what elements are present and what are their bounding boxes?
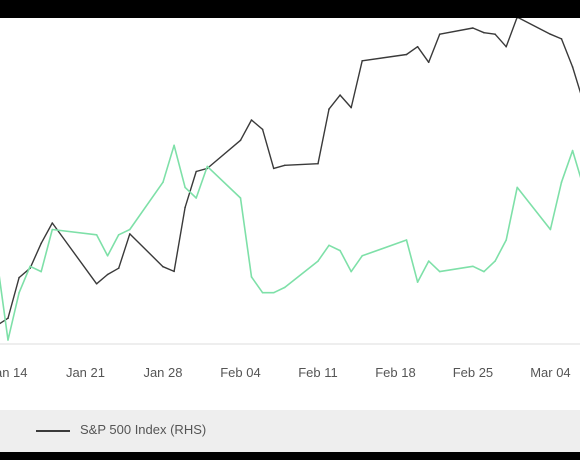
data-point-green [40, 270, 42, 273]
chart-area: Jan 14 Jan 21 Jan 28 Feb 04 Feb 11 Feb 18 Feb … [0, 16, 580, 390]
data-point-sp500 [416, 45, 419, 48]
data-point-green [284, 286, 286, 289]
data-point-green [339, 249, 341, 252]
data-point-sp500 [339, 94, 341, 96]
data-point-green [173, 144, 175, 147]
legend-swatch-sp500 [36, 430, 70, 432]
data-point-green [505, 239, 508, 241]
data-point-sp500 [95, 283, 98, 285]
data-point-sp500 [405, 53, 408, 56]
data-point-sp500 [560, 38, 563, 40]
legend: S&P 500 Index (RHS) [0, 410, 580, 452]
x-tick-label: Feb 25 [453, 365, 493, 380]
data-point-sp500 [438, 33, 441, 35]
data-point-sp500 [239, 139, 242, 142]
data-point-green [7, 339, 9, 341]
data-point-green [117, 234, 120, 236]
data-point-sp500 [317, 162, 319, 165]
data-point-green [239, 197, 242, 199]
data-point-green [250, 276, 253, 278]
data-point-green [472, 265, 474, 268]
data-point-green [18, 291, 20, 294]
x-tick-label: Feb 11 [298, 365, 338, 380]
data-point-green [95, 234, 98, 236]
data-point-green [427, 260, 430, 262]
data-point-sp500 [472, 27, 474, 29]
data-point-green [317, 260, 319, 262]
x-tick-label: Jan 28 [143, 365, 182, 380]
data-point-sp500 [173, 270, 175, 273]
data-point-green [494, 260, 496, 262]
data-point-sp500 [483, 31, 485, 34]
data-point-green [560, 181, 563, 183]
data-point-sp500 [549, 33, 552, 35]
data-point-green [206, 165, 209, 168]
data-point-sp500 [350, 106, 353, 109]
data-point-green [571, 149, 574, 152]
data-point-sp500 [162, 265, 164, 268]
data-point-sp500 [272, 167, 275, 170]
data-point-sp500 [361, 60, 364, 62]
data-point-green [405, 239, 408, 241]
data-point-sp500 [328, 108, 330, 110]
data-point-sp500 [494, 33, 496, 35]
data-point-green [261, 291, 264, 294]
x-tick-label: Mar 04 [530, 365, 570, 380]
data-point-green [162, 181, 164, 183]
data-point-sp500 [129, 233, 131, 235]
data-point-sp500 [195, 170, 197, 173]
data-point-sp500 [505, 45, 508, 48]
data-point-sp500 [18, 276, 20, 279]
data-point-sp500 [51, 222, 54, 224]
top-bar [0, 0, 580, 18]
data-point-green [350, 270, 353, 273]
legend-label-sp500: S&P 500 Index (RHS) [80, 422, 207, 437]
data-point-sp500 [117, 267, 120, 269]
data-point-green [328, 244, 330, 247]
x-tick-label: Feb 04 [220, 365, 260, 380]
x-tick-label: Feb 18 [375, 365, 415, 380]
data-point-green [416, 281, 419, 283]
data-point-green [29, 265, 31, 268]
data-point-green [438, 270, 441, 273]
data-point-green [184, 186, 186, 189]
series-layer [0, 16, 580, 341]
data-point-sp500 [427, 61, 430, 64]
data-point-sp500 [284, 164, 286, 167]
series-line-green [0, 144, 580, 341]
x-tick-label: Jan 14 [0, 365, 28, 380]
data-point-sp500 [184, 206, 186, 209]
data-point-sp500 [261, 128, 264, 131]
data-point-green [549, 228, 552, 231]
data-point-green [483, 270, 485, 273]
data-point-green [361, 255, 364, 257]
x-axis: Jan 14 Jan 21 Jan 28 Feb 04 Feb 11 Feb 18 Feb … [0, 343, 580, 380]
data-point-green [195, 197, 197, 199]
data-point-sp500 [106, 273, 109, 276]
data-point-green [129, 228, 131, 231]
data-point-sp500 [7, 317, 9, 320]
line-chart: Jan 14 Jan 21 Jan 28 Feb 04 Feb 11 Feb 18 Feb … [0, 16, 580, 380]
data-point-sp500 [40, 242, 42, 245]
data-point-sp500 [571, 66, 574, 68]
data-point-sp500 [250, 119, 253, 121]
series-line-sp500 [0, 16, 580, 325]
x-tick-label: Jan 21 [66, 365, 105, 380]
data-point-green [516, 186, 518, 189]
bottom-bar [0, 452, 580, 460]
data-point-green [106, 255, 109, 257]
data-point-green [272, 291, 275, 294]
data-point-green [51, 228, 54, 231]
